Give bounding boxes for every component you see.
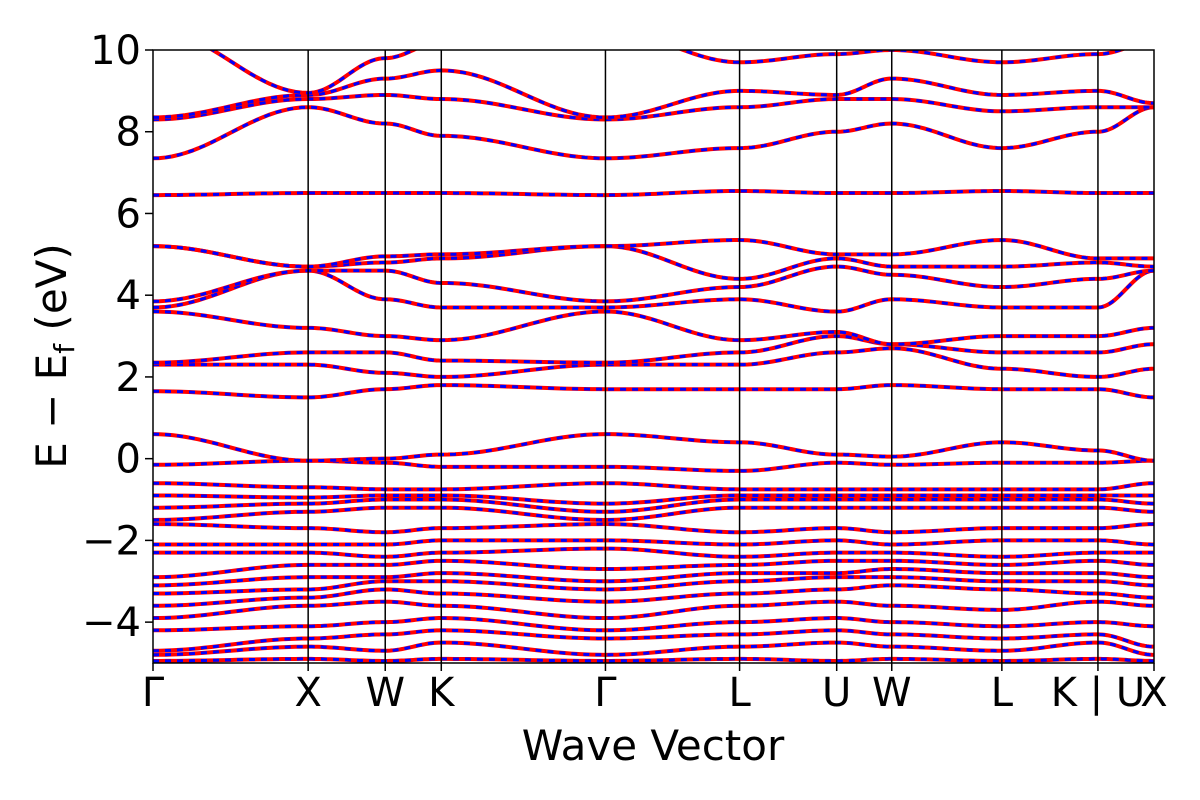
x-tick-label: K | U (1051, 670, 1145, 716)
band-line-dashed-22 (153, 269, 1154, 314)
band-line-dashed-15 (153, 481, 1154, 491)
x-tick-label: X (1140, 670, 1167, 716)
x-tick-label: Γ (142, 670, 165, 716)
x-tick-label: L (728, 670, 751, 716)
band-line-11 (153, 522, 1154, 535)
y-tick-label: 2 (116, 355, 141, 401)
x-tick-label: W (872, 670, 912, 716)
band-line-24 (153, 244, 1154, 281)
x-tick-label: U (822, 670, 851, 716)
x-tick-label: X (294, 670, 321, 716)
band-line-9 (153, 546, 1154, 559)
y-tick-label: 10 (90, 28, 141, 74)
x-tick-label: W (365, 670, 405, 716)
band-line-dashed-3 (153, 616, 1154, 632)
band-line-dashed-0 (153, 657, 1154, 663)
band-line-dashed-30 (209, 50, 1125, 95)
band-line-0 (153, 656, 1154, 663)
band-line-dashed-16 (153, 459, 1154, 473)
x-tick-label: K (428, 670, 456, 716)
x-tick-label: L (991, 670, 1014, 716)
band-line-dashed-24 (153, 244, 1154, 281)
band-line-dashed-11 (153, 522, 1154, 534)
band-line-18 (153, 383, 1154, 400)
band-line-dashed-6 (153, 575, 1154, 596)
y-tick-label: 4 (116, 273, 141, 319)
band-line-dashed-14 (153, 493, 1154, 506)
y-tick-label: −4 (82, 600, 141, 646)
x-axis-title: Wave Vector (522, 721, 785, 770)
band-line-dashed-8 (153, 559, 1154, 579)
band-line-21 (153, 309, 1154, 347)
band-line-dashed-2 (153, 628, 1154, 653)
band-line-dashed-26 (153, 189, 1154, 197)
band-line-10 (153, 538, 1154, 547)
band-line-30 (208, 50, 1127, 95)
y-tick-label: 0 (116, 437, 141, 483)
band-line-dashed-23 (153, 265, 1154, 303)
band-line-dashed-19 (153, 346, 1154, 379)
band-line-dashed-7 (153, 567, 1154, 587)
band-line-3 (153, 616, 1154, 633)
band-line-25 (153, 238, 1154, 269)
band-line-17 (153, 432, 1154, 463)
y-axis-title: E − Ef (eV) (27, 243, 81, 469)
y-tick-label: 8 (116, 110, 141, 156)
kpoint-divider-lines (307, 50, 1099, 663)
band-line-dashed-18 (153, 383, 1154, 399)
y-tick-label: 6 (116, 191, 141, 237)
band-line-26 (153, 188, 1154, 198)
band-line-20 (153, 334, 1154, 365)
plot-area (153, 50, 1154, 663)
band-line-dashed-10 (153, 538, 1154, 546)
band-line-22 (153, 268, 1154, 314)
band-line-1 (153, 640, 1154, 657)
band-line-dashed-9 (153, 547, 1154, 559)
band-line-dashed-21 (153, 310, 1154, 346)
plot-frame (152, 49, 1155, 664)
x-tick-label: Γ (594, 670, 617, 716)
band-line-15 (153, 481, 1154, 492)
y-tick-label: −2 (82, 518, 141, 564)
y-axis: −4 −2 0 2 4 6 8 10 (82, 28, 153, 646)
